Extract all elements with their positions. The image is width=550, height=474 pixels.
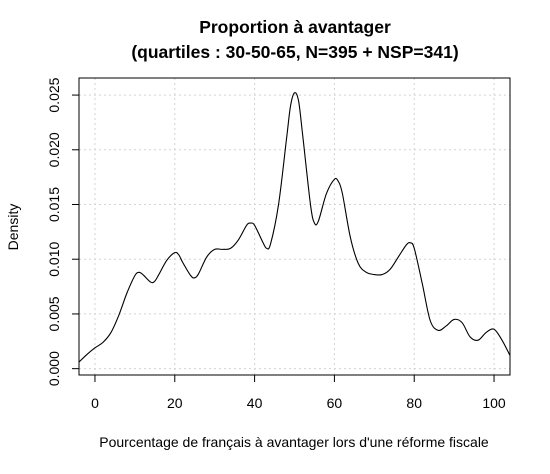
y-tick-label-4: 0.020 <box>46 132 62 167</box>
grid-lines <box>79 78 510 375</box>
x-axis: 0 20 40 60 80 100 <box>91 374 506 411</box>
y-tick-label-0: 0.000 <box>46 351 62 386</box>
density-curve-0 <box>78 92 511 363</box>
x-tick-label-4: 80 <box>406 395 422 411</box>
y-tick-label-2: 0.010 <box>46 241 62 276</box>
y-axis-label: Density <box>5 204 21 251</box>
chart-title-line1: Proportion à avantager <box>199 17 391 37</box>
x-tick-label-2: 40 <box>247 395 263 411</box>
chart-title-line2: (quartiles : 30-50-65, N=395 + NSP=341) <box>131 42 458 62</box>
curve-layer <box>78 92 511 363</box>
x-tick-label-1: 20 <box>167 395 183 411</box>
plot-area-frame <box>78 77 511 376</box>
x-axis-label: Pourcentage de français à avantager lors… <box>99 434 489 450</box>
x-tick-label-3: 60 <box>327 395 343 411</box>
y-tick-label-1: 0.005 <box>46 296 62 331</box>
y-tick-label-5: 0.025 <box>46 77 62 112</box>
x-tick-label-0: 0 <box>91 395 99 411</box>
y-tick-label-3: 0.015 <box>46 187 62 222</box>
x-tick-label-5: 100 <box>482 395 506 411</box>
y-axis: 0.000 0.005 0.010 0.015 0.020 0.025 <box>46 77 80 386</box>
